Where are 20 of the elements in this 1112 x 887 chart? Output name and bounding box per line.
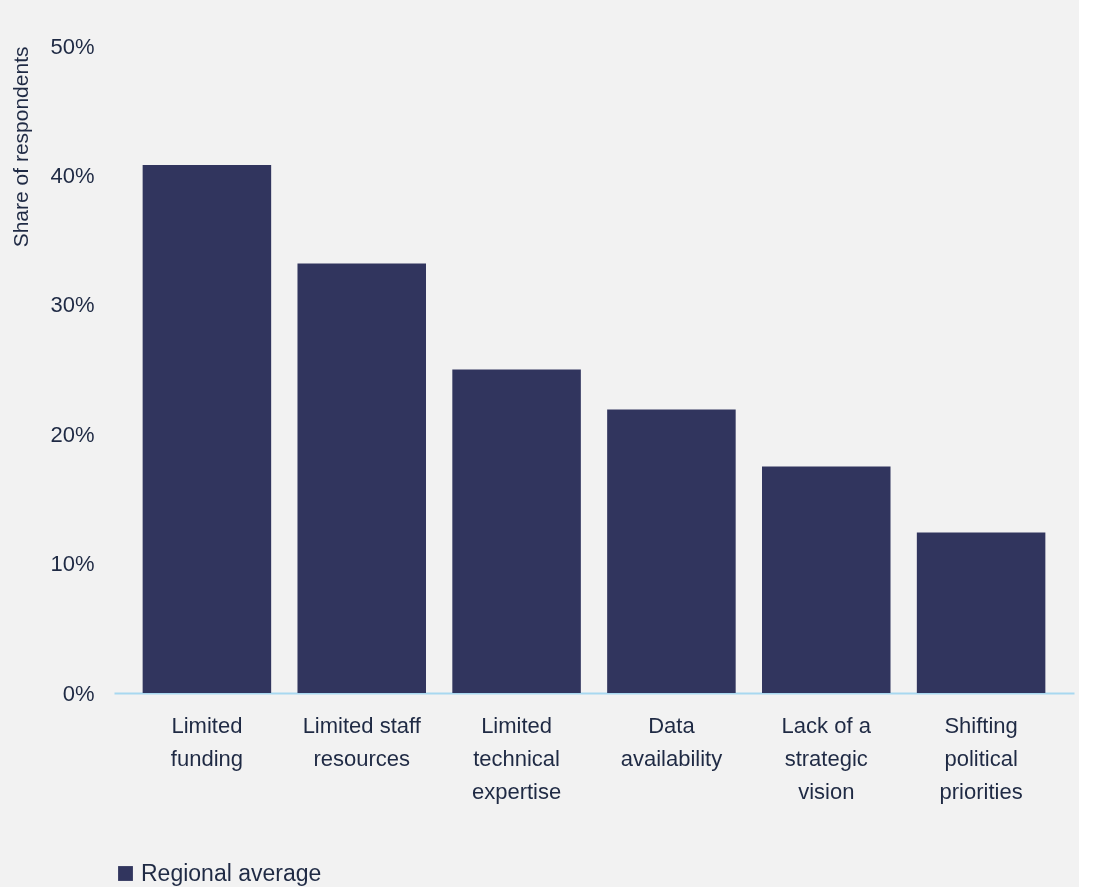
x-tick-label: Data availability [620,712,723,771]
x-tick-label: Limited funding [170,712,243,771]
bar [762,466,891,693]
bar [916,532,1046,693]
y-tick-label: 10% [50,551,95,577]
x-tick-label: Shifting political priorities [939,712,1023,804]
x-tick-label: Lack of a strategic vision [781,712,872,804]
y-tick-label: 20% [50,421,95,447]
y-tick-label: 50% [50,33,95,59]
legend-label: Regional average [141,859,322,886]
y-tick-label: 30% [50,292,95,318]
bar [142,165,272,693]
y-tick-label: 0% [62,680,95,706]
bar [297,263,426,693]
bar [607,409,736,693]
y-axis-title: Share of respondents [9,46,33,248]
x-tick-label: Limited technical expertise [471,712,562,804]
x-tick-label: Limited staff resources [302,712,422,771]
bar [452,369,581,693]
y-tick-label: 40% [50,162,95,188]
